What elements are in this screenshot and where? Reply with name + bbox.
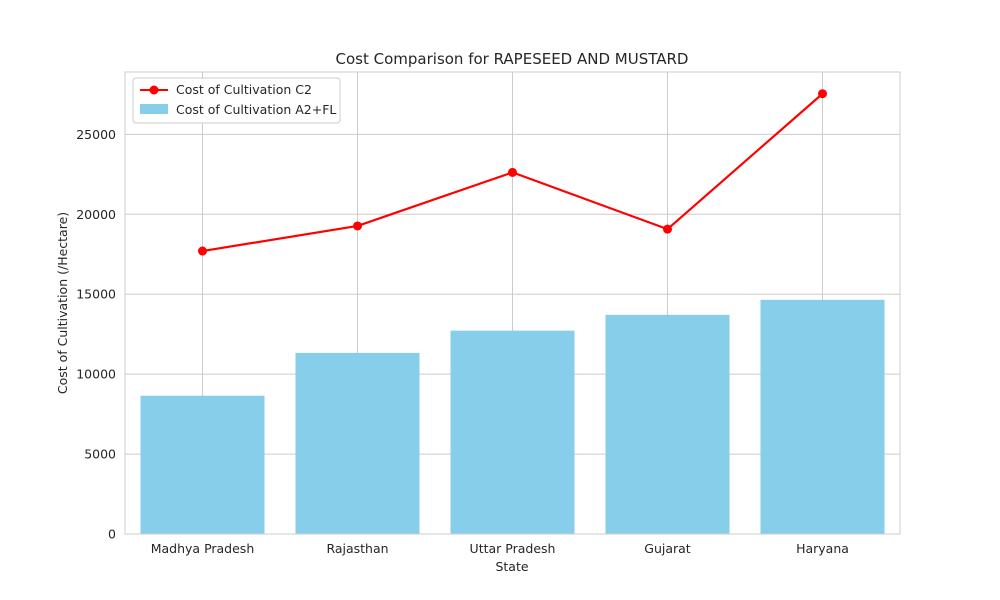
y-axis-label: Cost of Cultivation (/Hectare): [55, 212, 70, 394]
x-axis-label: State: [495, 559, 528, 574]
y-tick-label: 5000: [84, 447, 116, 462]
y-tick-label: 20000: [76, 207, 116, 222]
bar: [605, 314, 730, 534]
legend-label-a2fl: Cost of Cultivation A2+FL: [176, 102, 336, 117]
x-axis-ticks: Madhya Pradesh Rajasthan Uttar Pradesh Guja…: [151, 541, 849, 556]
y-tick-label: 15000: [76, 287, 116, 302]
legend-marker-swatch: [149, 85, 159, 95]
plot-frame: [124, 71, 901, 535]
legend: Cost of Cultivation C2 Cost of Cultivati…: [132, 77, 341, 124]
line-point: [353, 221, 362, 231]
y-tick-label: 25000: [76, 127, 116, 142]
y-tick-label: 10000: [76, 367, 116, 382]
y-axis-ticks: 0 5000 10000 15000 20000 25000: [76, 127, 116, 542]
bar: [295, 352, 420, 534]
line-point: [198, 246, 207, 256]
bar-series: [140, 299, 885, 534]
line-point: [818, 89, 827, 99]
line-point: [663, 224, 672, 234]
x-tick-label: Haryana: [796, 541, 849, 556]
x-tick-label: Rajasthan: [326, 541, 388, 556]
x-tick-label: Gujarat: [644, 541, 691, 556]
bar: [450, 330, 575, 534]
legend-bar-swatch: [140, 104, 168, 114]
bar: [760, 299, 885, 534]
y-tick-label: 0: [108, 527, 116, 542]
bar: [140, 395, 265, 534]
x-tick-label: Madhya Pradesh: [151, 541, 255, 556]
legend-label-c2: Cost of Cultivation C2: [176, 82, 312, 97]
chart-title: Cost Comparison for RAPESEED AND MUSTARD: [336, 50, 689, 68]
line-series: [198, 89, 827, 256]
legend-box: [132, 77, 341, 124]
x-tick-label: Uttar Pradesh: [470, 541, 556, 556]
line-point: [508, 167, 517, 177]
